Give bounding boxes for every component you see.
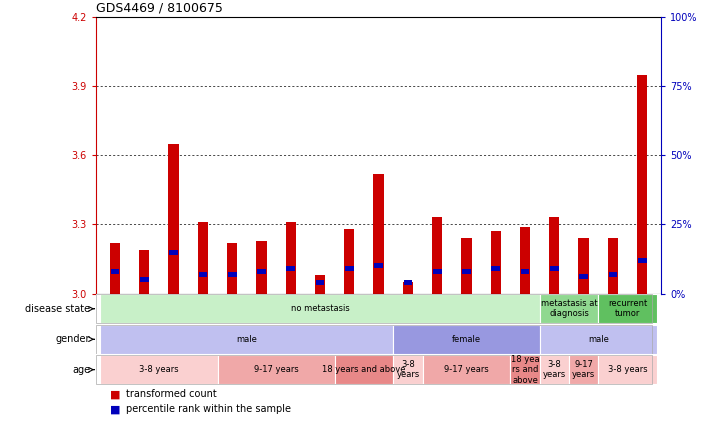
Bar [404,280,412,285]
Bar [540,355,569,385]
Bar [344,229,355,294]
Bar [520,269,530,274]
Bar [510,355,540,385]
Text: gender: gender [56,334,90,344]
Bar [569,355,598,385]
Text: male: male [236,335,257,344]
Bar [111,269,119,274]
Text: 3-8 years: 3-8 years [608,365,647,374]
Text: no metastasis: no metastasis [291,304,349,313]
Text: 3-8 years: 3-8 years [139,365,178,374]
Bar [461,238,471,294]
Bar [198,222,208,294]
Bar [549,217,560,294]
Bar [198,272,207,277]
Text: age: age [73,365,90,375]
Bar [550,266,559,271]
Bar [393,355,422,385]
Bar [579,238,589,294]
Text: ■: ■ [110,404,121,414]
Bar [579,275,588,280]
Bar [520,227,530,294]
Bar [228,272,237,277]
Bar [100,355,218,385]
Bar [169,250,178,255]
Bar [100,294,540,324]
Bar [257,241,267,294]
Text: GDS4469 / 8100675: GDS4469 / 8100675 [96,1,223,14]
Bar [462,269,471,274]
Text: male: male [588,335,609,344]
Bar [433,269,442,274]
Bar [100,324,393,354]
Bar [598,355,657,385]
Text: ■: ■ [110,390,121,399]
Text: 9-17
years: 9-17 years [572,360,595,379]
Text: female: female [452,335,481,344]
Bar [373,174,384,294]
Bar [345,266,353,271]
Bar [139,250,149,294]
Bar [315,275,325,294]
Bar [432,217,442,294]
Bar [608,238,618,294]
Bar [540,294,598,324]
Bar [609,272,617,277]
Bar [491,231,501,294]
Bar [169,144,178,294]
Text: 3-8
years: 3-8 years [542,360,566,379]
Bar [227,243,237,294]
Text: metastasis at
diagnosis: metastasis at diagnosis [540,299,597,319]
Bar [218,355,335,385]
Text: 18 years and above: 18 years and above [322,365,406,374]
Bar [638,258,646,263]
Bar [286,222,296,294]
Text: 9-17 years: 9-17 years [444,365,489,374]
Text: 18 yea
rs and
above: 18 yea rs and above [510,355,540,385]
Text: percentile rank within the sample: percentile rank within the sample [126,404,291,414]
Text: 3-8
years: 3-8 years [396,360,419,379]
Bar [110,243,120,294]
Bar [393,324,540,354]
Text: transformed count: transformed count [126,390,217,399]
Bar [637,74,647,294]
Bar [140,277,149,282]
Text: disease state: disease state [25,304,90,314]
Bar [335,355,393,385]
Bar [422,355,510,385]
Text: 9-17 years: 9-17 years [254,365,299,374]
Bar [316,280,324,285]
Bar [402,282,413,294]
Bar [374,264,383,268]
Bar [287,266,295,271]
Bar [491,266,500,271]
Bar [257,269,266,274]
Text: recurrent
tumor: recurrent tumor [608,299,647,319]
Bar [540,324,657,354]
Bar [598,294,657,324]
